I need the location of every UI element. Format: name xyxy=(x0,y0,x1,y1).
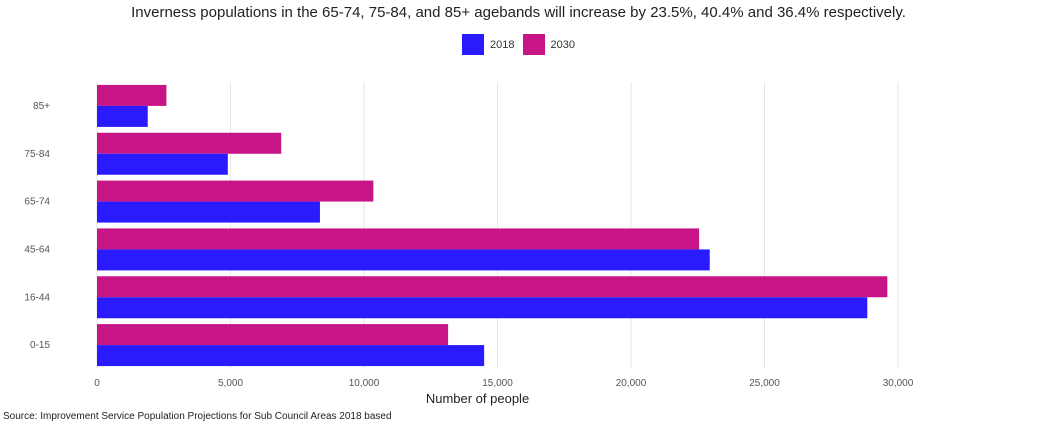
chart-title: Inverness populations in the 65-74, 75-8… xyxy=(131,4,906,21)
legend-swatch-2030 xyxy=(522,34,545,55)
bar-2018-0-15[interactable] xyxy=(97,345,485,367)
bar-2030-16-44[interactable] xyxy=(97,276,888,298)
x-tick-label: 25,000 xyxy=(749,378,780,389)
legend-label-2018: 2018 xyxy=(490,38,515,51)
y-tick-label: 16-44 xyxy=(24,292,50,303)
bar-2030-85+[interactable] xyxy=(97,84,167,106)
x-tick-label: 0 xyxy=(94,378,100,389)
bar-2018-85+[interactable] xyxy=(97,105,148,127)
chart-legend: 2018 2030 xyxy=(0,34,1037,55)
bar-2030-75-84[interactable] xyxy=(97,132,282,154)
legend-label-2030: 2030 xyxy=(550,38,575,51)
bar-2018-45-64[interactable] xyxy=(97,249,710,271)
legend-item-2030[interactable]: 2030 xyxy=(522,34,575,55)
bar-2018-75-84[interactable] xyxy=(97,153,228,175)
bar-2030-0-15[interactable] xyxy=(97,324,449,346)
x-tick-label: 30,000 xyxy=(883,378,914,389)
bar-2030-45-64[interactable] xyxy=(97,228,700,250)
x-tick-label: 20,000 xyxy=(616,378,647,389)
x-tick-label: 10,000 xyxy=(349,378,380,389)
y-tick-label: 0-15 xyxy=(30,340,50,351)
bar-2018-16-44[interactable] xyxy=(97,297,868,319)
y-tick-label: 65-74 xyxy=(24,197,50,208)
legend-item-2018[interactable]: 2018 xyxy=(462,34,515,55)
x-tick-label: 15,000 xyxy=(482,378,513,389)
bar-2018-65-74[interactable] xyxy=(97,201,320,223)
y-tick-label: 45-64 xyxy=(24,244,50,255)
source-note: Source: Improvement Service Population P… xyxy=(3,411,392,422)
y-tick-label: 85+ xyxy=(33,101,50,112)
x-tick-label: 5,000 xyxy=(218,378,243,389)
y-tick-label: 75-84 xyxy=(24,149,50,160)
legend-swatch-2018 xyxy=(462,34,485,55)
x-axis-label: Number of people xyxy=(426,391,529,406)
bar-2030-65-74[interactable] xyxy=(97,180,374,202)
